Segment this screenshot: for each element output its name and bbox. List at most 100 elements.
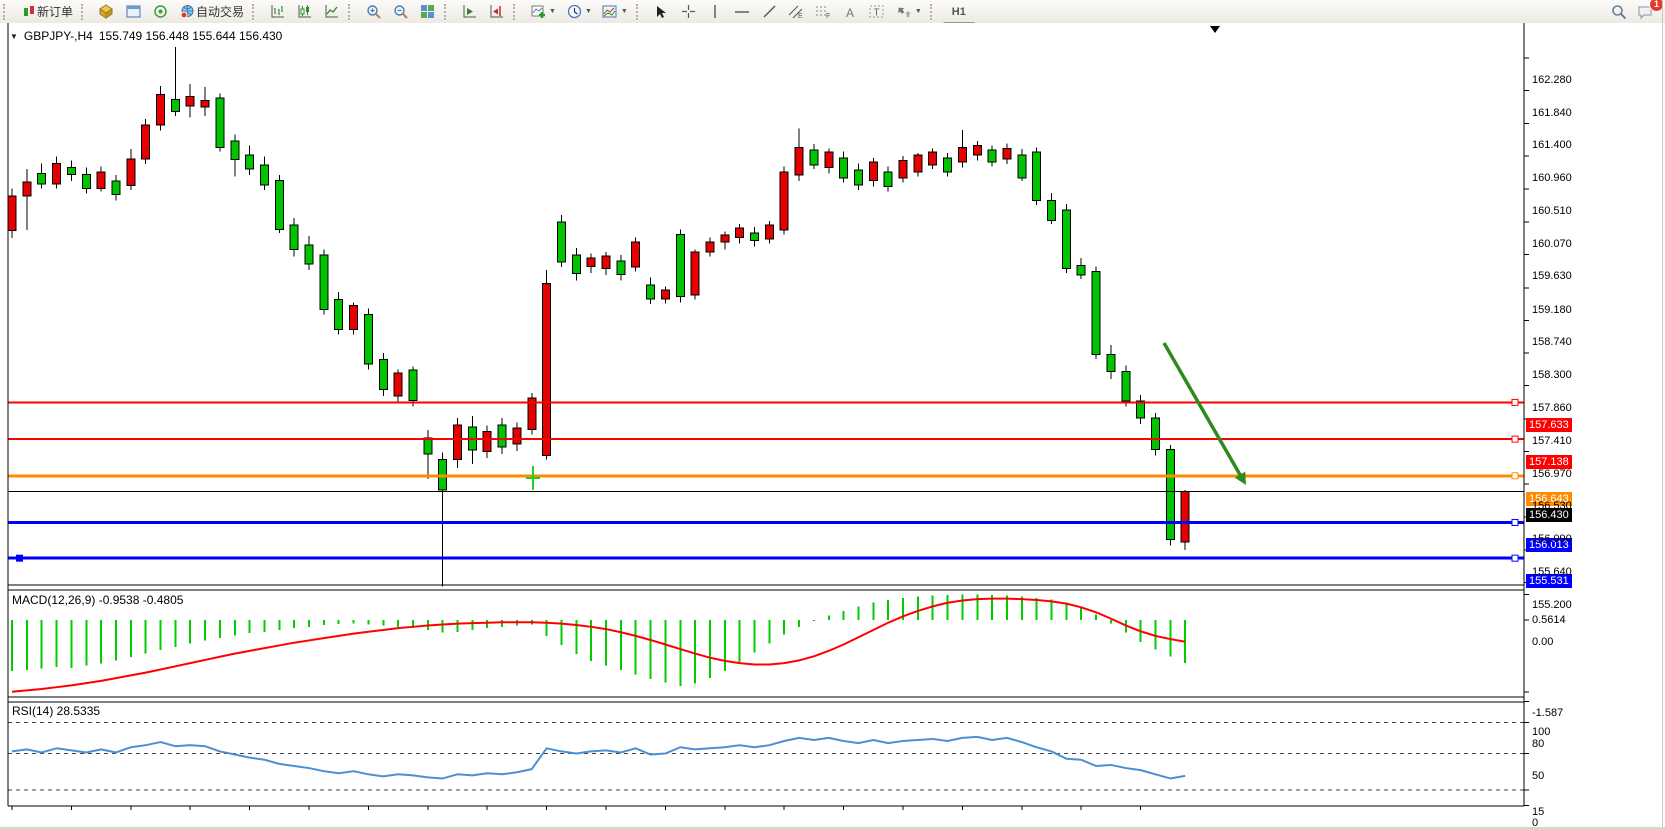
candlestick-mode-button[interactable] xyxy=(292,1,317,23)
notifications-button[interactable]: 1 xyxy=(1633,0,1664,23)
toolbar-grip[interactable] xyxy=(81,3,90,20)
price-tick-label: 162.280 xyxy=(1532,74,1572,87)
toolbar-right-group: 1 xyxy=(1605,0,1665,23)
price-tick-label: 155.640 xyxy=(1532,566,1572,579)
hline-end-handle[interactable] xyxy=(1511,554,1519,562)
search-button[interactable] xyxy=(1606,1,1631,23)
candle-body xyxy=(230,140,240,161)
clock-icon xyxy=(566,3,583,20)
candle-body xyxy=(601,255,611,270)
candle-body xyxy=(37,173,47,185)
label-tool-button[interactable]: T xyxy=(865,1,890,23)
svg-text:T: T xyxy=(874,8,880,19)
signals-button[interactable] xyxy=(148,1,173,23)
candle-body xyxy=(957,147,967,163)
rsi-label: RSI(14) 28.5335 xyxy=(12,704,101,718)
zoom-in-button[interactable] xyxy=(361,1,386,23)
price-tick-label: 157.410 xyxy=(1532,434,1572,447)
bar-chart-icon xyxy=(269,3,286,20)
template-icon xyxy=(602,3,619,20)
zoom-out-icon xyxy=(392,3,409,20)
candle-body xyxy=(660,289,670,300)
cursor-arrow-icon xyxy=(653,3,670,20)
tile-windows-button[interactable] xyxy=(415,1,440,23)
candle-body xyxy=(185,96,195,107)
candle-body xyxy=(1076,265,1086,276)
new-order-button[interactable]: 新订单 xyxy=(16,1,77,23)
zoom-out-button[interactable] xyxy=(388,1,413,23)
bar-chart-mode-button[interactable] xyxy=(265,1,290,23)
search-icon xyxy=(1610,3,1627,20)
toolbar-grip[interactable] xyxy=(929,3,939,20)
trendline-tool-button[interactable] xyxy=(757,1,782,23)
price-line-tag: 156.013 xyxy=(1526,538,1572,553)
candle-body xyxy=(705,241,715,253)
market-watch-button[interactable] xyxy=(94,1,119,23)
text-tool-button[interactable]: A xyxy=(838,1,863,23)
candle-body xyxy=(987,149,997,163)
annotation-arrow[interactable] xyxy=(1162,342,1243,478)
fibonacci-tool-button[interactable]: F xyxy=(811,1,836,23)
trendline-icon xyxy=(761,3,778,20)
toolbar-grip[interactable] xyxy=(513,3,522,20)
price-tick-label: 160.510 xyxy=(1532,205,1572,218)
indicators-button[interactable]: ▼ xyxy=(526,1,560,23)
horizontal-line-tool-button[interactable] xyxy=(730,1,755,23)
auto-trading-button[interactable]: 自动交易 xyxy=(175,1,248,23)
candle-body xyxy=(824,151,834,169)
auto-scroll-button[interactable] xyxy=(457,1,482,23)
toolbar-grip[interactable] xyxy=(348,3,357,20)
collapse-triangle-icon[interactable]: ▼ xyxy=(10,31,18,41)
auto-scroll-icon xyxy=(461,3,478,20)
candlestick-icon xyxy=(296,3,313,20)
candle-body xyxy=(690,251,700,296)
periods-button[interactable]: ▼ xyxy=(562,1,596,23)
candle-body xyxy=(616,260,626,275)
hline-left-handle[interactable] xyxy=(16,554,23,562)
timeframe-button-h1[interactable]: H1 xyxy=(951,5,966,18)
templates-button[interactable]: ▼ xyxy=(598,1,632,23)
candle-body xyxy=(378,359,388,390)
price-tick-label: 157.860 xyxy=(1532,401,1572,414)
chart-canvas[interactable] xyxy=(0,23,1665,830)
candle-body xyxy=(853,169,863,186)
price-line-tag: 155.531 xyxy=(1526,574,1572,589)
price-tick-label: 155.200 xyxy=(1532,598,1572,611)
svg-text:E: E xyxy=(798,13,803,19)
price-tick-label: 158.740 xyxy=(1532,336,1572,349)
crosshair-tool-button[interactable] xyxy=(676,1,701,23)
candle-body xyxy=(1017,154,1027,179)
arrows-tool-button[interactable]: ▼ xyxy=(892,1,926,23)
chart-shift-button[interactable] xyxy=(484,1,509,23)
annotation-arrowhead[interactable] xyxy=(1234,471,1246,485)
hline-end-handle[interactable] xyxy=(1511,398,1519,406)
window-bottom-edge xyxy=(0,827,1665,830)
toolbar-grip[interactable] xyxy=(635,3,645,20)
cursor-tool-button[interactable] xyxy=(649,1,674,23)
toolbar-grip[interactable] xyxy=(252,3,261,20)
candle-body xyxy=(839,157,849,179)
candle-body xyxy=(319,254,329,310)
price-tick-label: 159.630 xyxy=(1532,270,1572,283)
price-tick-label: 158.300 xyxy=(1532,368,1572,381)
horizontal-line-icon xyxy=(734,3,751,20)
rsi-tick-label: 15 xyxy=(1532,805,1545,818)
candle-body xyxy=(1136,400,1146,419)
toolbar-grip[interactable] xyxy=(444,3,453,20)
candle-body xyxy=(156,93,165,126)
chart-shift-marker-icon[interactable] xyxy=(1210,26,1220,33)
hline-end-handle[interactable] xyxy=(1511,435,1519,443)
candle-body xyxy=(1106,353,1116,373)
channel-tool-button[interactable]: E xyxy=(784,1,809,23)
candle-body xyxy=(556,221,566,263)
hline-end-handle[interactable] xyxy=(1511,518,1519,526)
toolbar-grip[interactable] xyxy=(3,3,12,20)
candle-body xyxy=(1002,147,1012,160)
window-right-edge xyxy=(1662,0,1663,830)
new-chart-button[interactable] xyxy=(121,1,146,23)
chart-area[interactable]: ▼ GBPJPY-,H4 155.749 156.448 155.644 156… xyxy=(0,23,1665,830)
vertical-line-tool-button[interactable] xyxy=(703,1,728,23)
hline-end-handle[interactable] xyxy=(1511,472,1519,480)
candle-body xyxy=(423,437,433,455)
line-chart-mode-button[interactable] xyxy=(319,1,344,23)
